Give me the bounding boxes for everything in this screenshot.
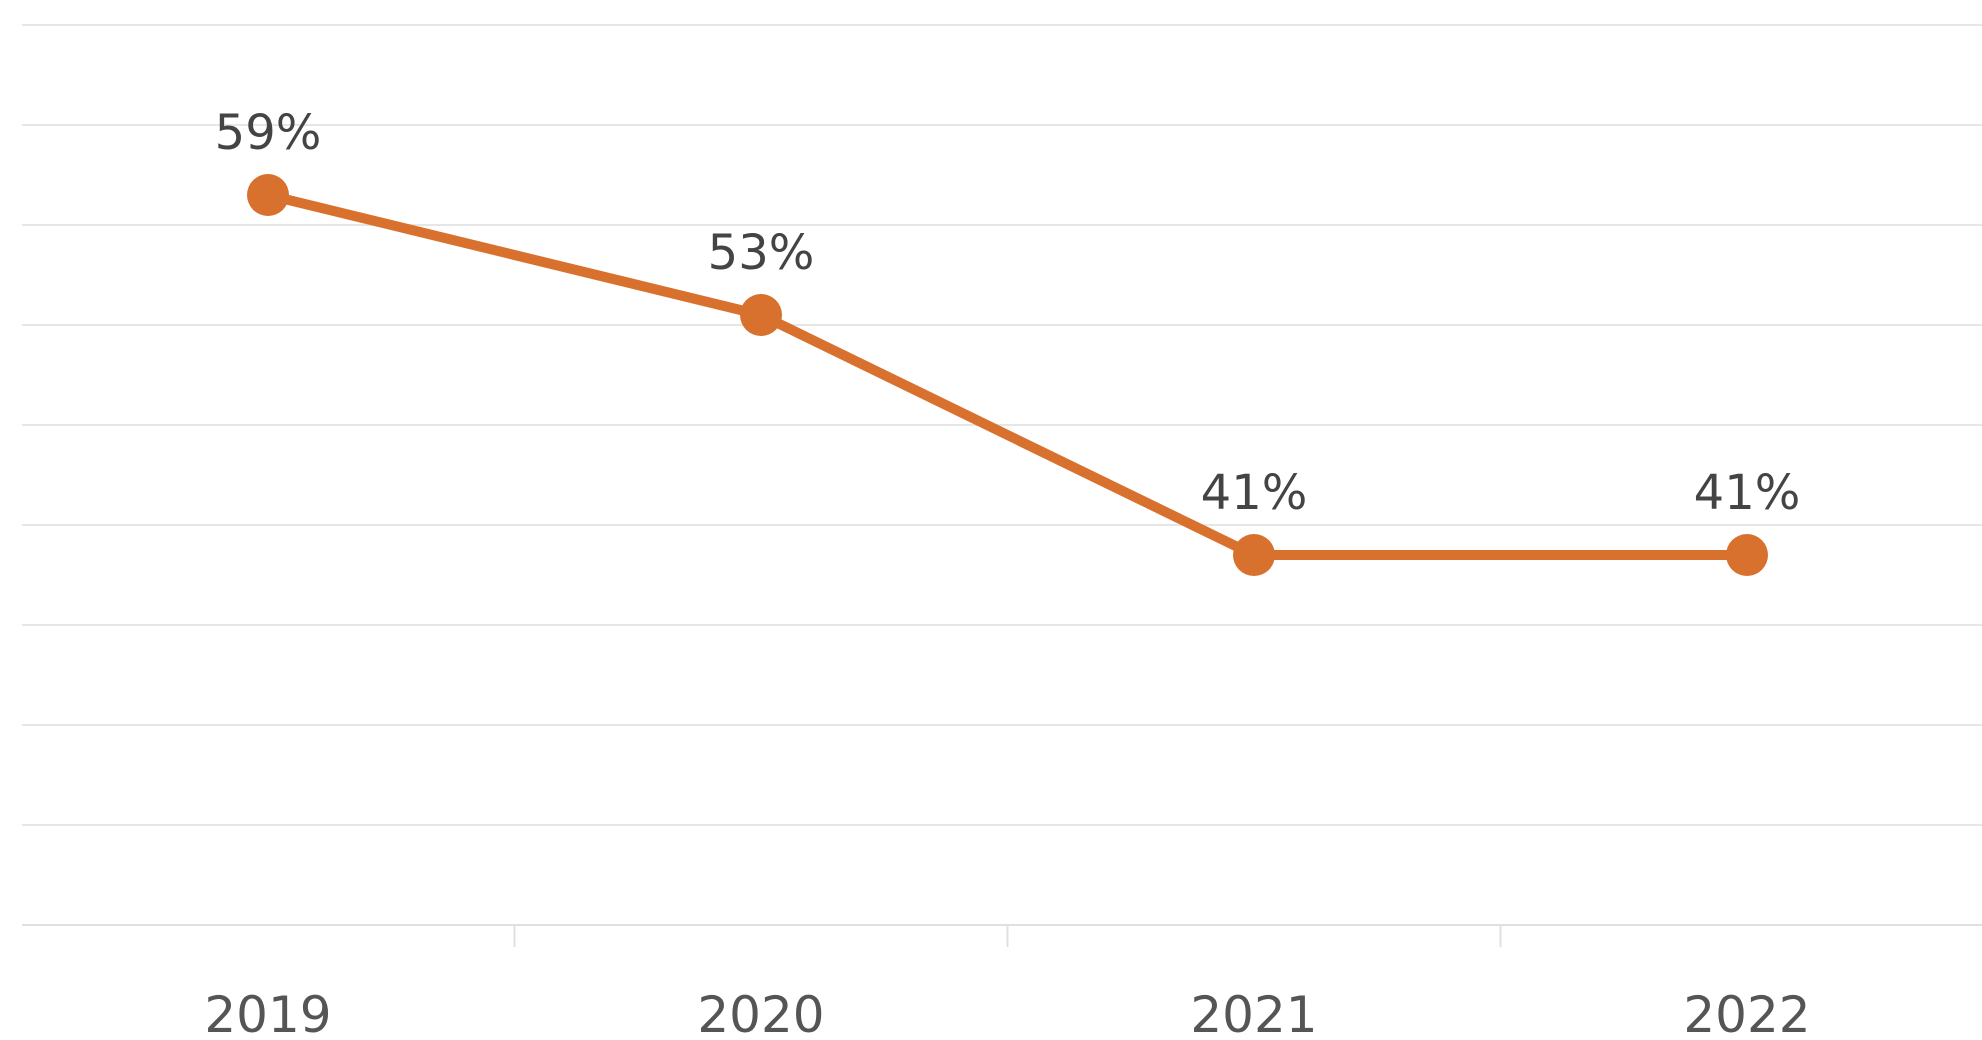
data-label: 41% [1694, 465, 1801, 521]
data-label: 41% [1201, 465, 1308, 521]
data-labels: 59% 53% 41% 41% [215, 105, 1801, 521]
data-label: 53% [708, 225, 815, 281]
series-layer [263, 190, 1752, 560]
x-tick-label: 2020 [697, 986, 824, 1040]
data-point [740, 294, 782, 336]
x-tick-label: 2021 [1190, 986, 1317, 1040]
data-point [247, 174, 289, 216]
data-points [247, 174, 1768, 576]
x-tick-labels: 2019 2020 2021 2022 [204, 986, 1810, 1040]
x-axis [22, 924, 1982, 947]
x-tick-label: 2019 [204, 986, 331, 1040]
gridlines [22, 24, 1982, 826]
data-label: 59% [215, 105, 322, 161]
x-tick-label: 2022 [1683, 986, 1810, 1040]
data-point [1233, 534, 1275, 576]
data-point [1726, 534, 1768, 576]
series-line [263, 190, 1752, 560]
